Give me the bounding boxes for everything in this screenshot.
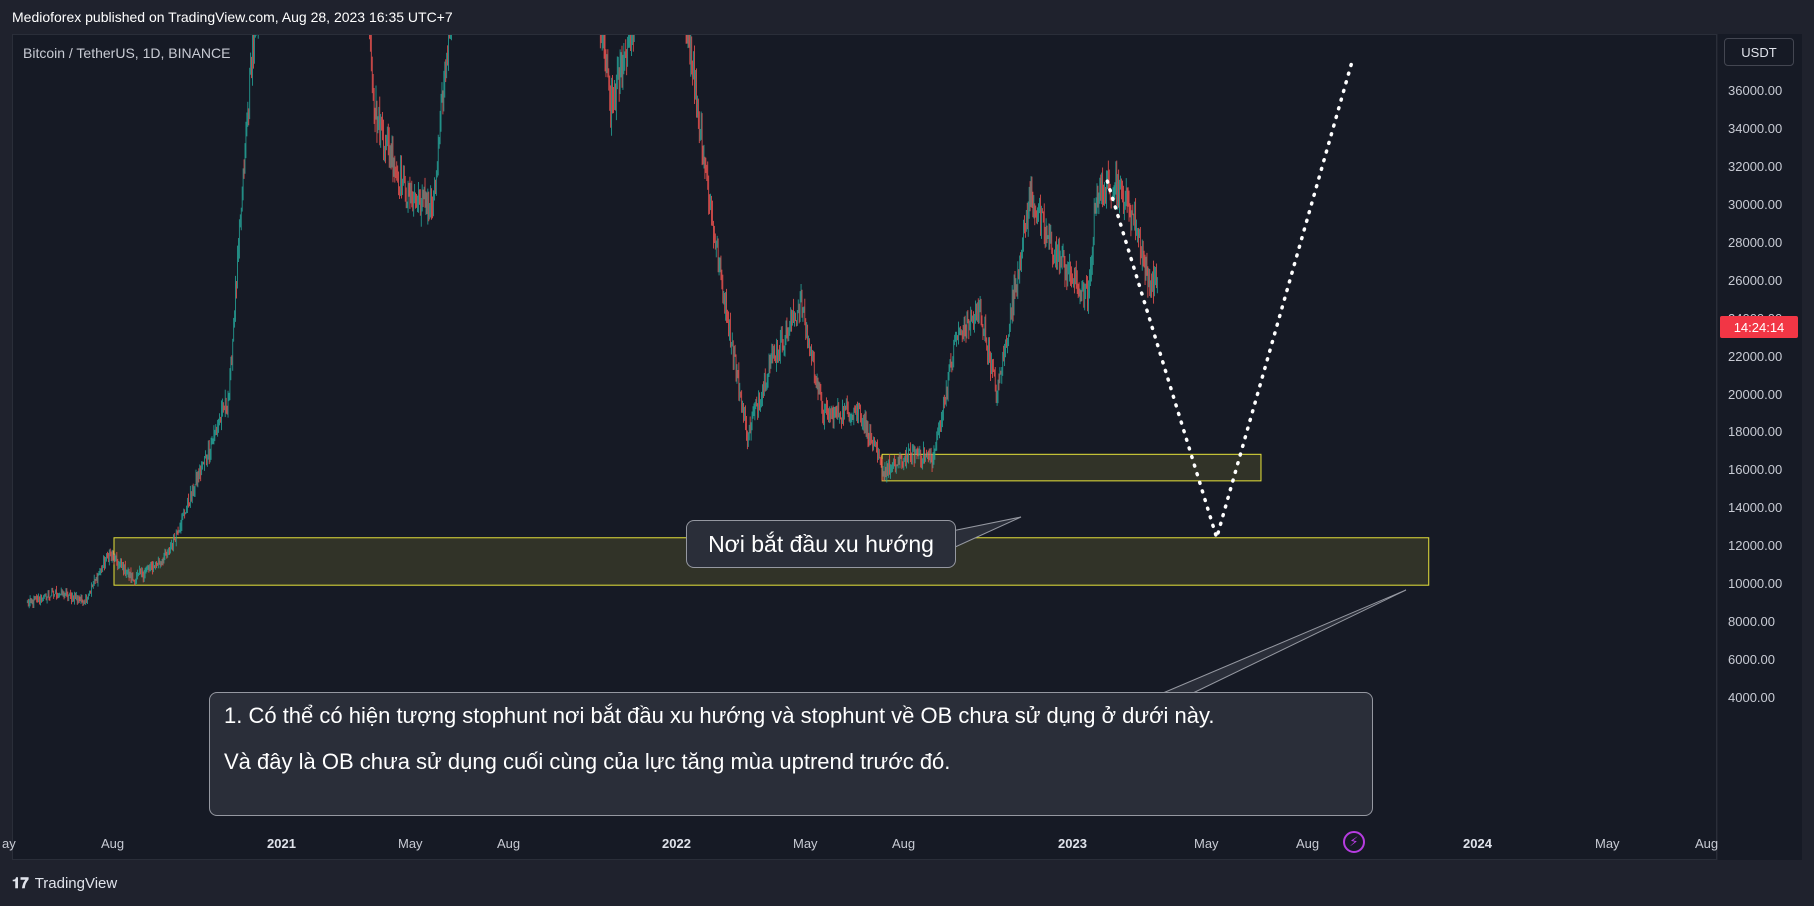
price-tick-label: 4000.00 xyxy=(1728,690,1775,705)
time-tick-label: Aug xyxy=(1695,836,1719,851)
time-tick-label: Aug xyxy=(101,836,125,851)
published-header: Medioforex published on TradingView.com,… xyxy=(0,0,1814,34)
countdown-price-tag: 14:24:14 xyxy=(1720,316,1798,338)
price-tick-label: 10000.00 xyxy=(1728,576,1783,592)
price-tick-label: 6000.00 xyxy=(1728,652,1775,668)
price-tick-label: 20000.00 xyxy=(1728,386,1783,402)
time-tick-label: May xyxy=(398,836,423,851)
time-tick-label: ay xyxy=(2,836,16,851)
time-tick-label: Aug xyxy=(1296,836,1320,851)
price-tick-label: 26000.00 xyxy=(1728,272,1783,288)
time-tick-label: 2023 xyxy=(1058,836,1087,851)
price-axis[interactable]: USDT 36000.00 34000.00 32000.00 30000.00 280… xyxy=(1718,34,1802,860)
trend-start-text: Nơi bắt đầu xu hướng xyxy=(708,530,934,557)
currency-button[interactable]: USDT xyxy=(1724,38,1794,66)
price-tick-label: 32000.00 xyxy=(1728,158,1783,174)
note-callout-pointer xyxy=(1162,589,1407,694)
chart-pane[interactable]: Bitcoin / TetherUS, 1D, BINANCE Nơi bắt … xyxy=(12,34,1717,860)
price-tick-label: 30000.00 xyxy=(1728,196,1783,212)
footer: 𝟏𝟕 TradingView xyxy=(0,860,1814,906)
time-tick-label: 2021 xyxy=(267,836,296,851)
price-tick-label: 34000.00 xyxy=(1728,120,1783,136)
footer-brand: TradingView xyxy=(34,874,118,892)
time-tick-label: 2022 xyxy=(662,836,691,851)
stophunt-note-callout[interactable]: 1. Có thể có hiện tượng stophunt nơi bắt… xyxy=(209,692,1373,853)
time-tick-label: 2024 xyxy=(1463,836,1492,851)
time-tick-label: May xyxy=(793,836,818,851)
tradingview-logo-icon: 𝟏𝟕 xyxy=(12,874,29,892)
time-tick-label: Aug xyxy=(497,836,521,851)
time-tick-label: May xyxy=(1194,836,1219,851)
price-tick-label: 12000.00 xyxy=(1728,538,1783,554)
time-tick-label: May xyxy=(1595,836,1620,851)
note-line-1: 1. Có thể có hiện tượng stophunt nơi bắt… xyxy=(224,703,1215,728)
time-tick-label: Aug xyxy=(892,836,916,851)
price-tick-label: 28000.00 xyxy=(1728,234,1783,250)
price-tick-label: 8000.00 xyxy=(1728,614,1775,630)
projection-path[interactable] xyxy=(1105,61,1354,544)
price-tick-label: 36000.00 xyxy=(1728,83,1783,98)
price-tick-label: 16000.00 xyxy=(1728,462,1783,478)
flash-icon[interactable]: ⚡ xyxy=(1343,831,1365,853)
symbol-label: Bitcoin / TetherUS, 1D, BINANCE xyxy=(23,45,231,61)
published-text: Medioforex published on TradingView.com,… xyxy=(12,9,453,25)
price-tick-label: 22000.00 xyxy=(1728,348,1783,364)
trend-start-callout[interactable]: Nơi bắt đầu xu hướng xyxy=(686,520,956,568)
note-line-2: Và đây là OB chưa sử dụng cuối cùng của … xyxy=(224,749,951,774)
trend-callout-pointer xyxy=(941,516,1022,554)
order-block-zone-2[interactable] xyxy=(881,453,1262,482)
price-tick-label: 18000.00 xyxy=(1728,424,1783,440)
price-tick-label: 14000.00 xyxy=(1728,500,1783,516)
